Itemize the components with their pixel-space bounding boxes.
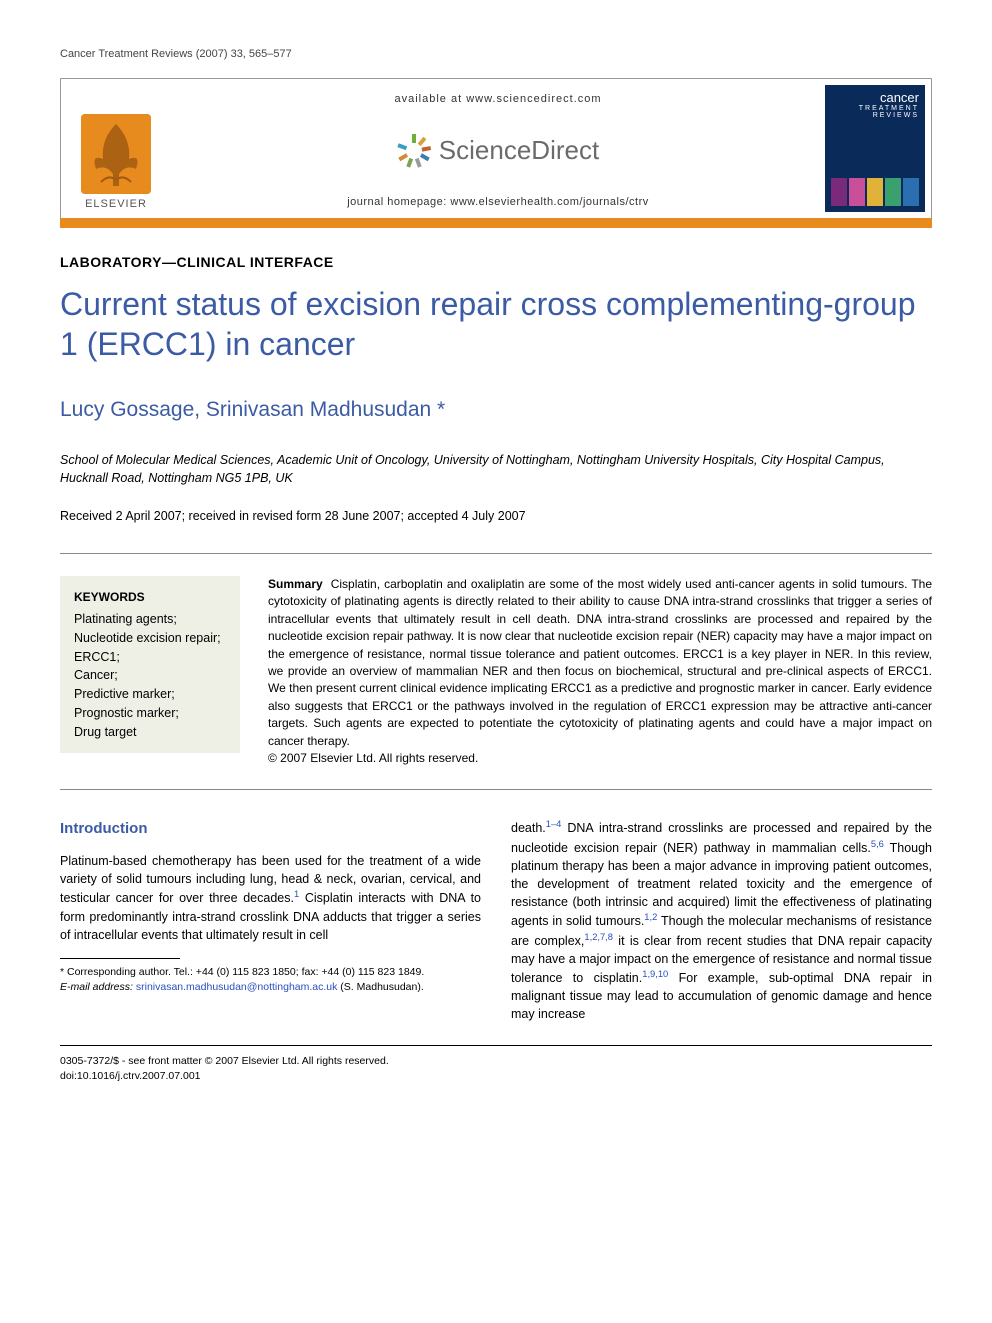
rule-above-abstract: [60, 553, 932, 554]
journal-cover-thumbnail: cancer TREATMENT REVIEWS: [825, 85, 925, 212]
affiliation: School of Molecular Medical Sciences, Ac…: [60, 452, 932, 487]
citation-ref: 1,9,10: [642, 969, 668, 979]
cover-strip-swatch: [903, 178, 919, 206]
elsevier-logo: ELSEVIER: [61, 79, 171, 218]
sciencedirect-logo: ScienceDirect: [397, 134, 599, 168]
author-email-link[interactable]: srinivasan.madhusudan@nottingham.ac.uk: [136, 981, 338, 993]
citation-ref: 5,6: [871, 839, 884, 849]
citation-ref: 1–4: [546, 819, 562, 829]
running-head: Cancer Treatment Reviews (2007) 33, 565–…: [60, 48, 932, 60]
section-label: LABORATORY—CLINICAL INTERFACE: [60, 254, 932, 270]
summary-body: Cisplatin, carboplatin and oxaliplatin a…: [268, 577, 932, 748]
summary-copyright: © 2007 Elsevier Ltd. All rights reserved…: [268, 751, 478, 765]
keyword-item: Prognostic marker;: [74, 704, 226, 723]
email-line: E-mail address: srinivasan.madhusudan@no…: [60, 980, 481, 995]
citation-ref: 1,2: [644, 912, 657, 922]
intro-paragraph-right: death.1–4 DNA intra-strand crosslinks ar…: [511, 818, 932, 1023]
introduction-heading: Introduction: [60, 818, 481, 840]
intro-text: death.: [511, 821, 546, 835]
email-label: E-mail address:: [60, 981, 136, 993]
masthead: ELSEVIER available at www.sciencedirect.…: [60, 78, 932, 218]
body-two-column: Introduction Platinum-based chemotherapy…: [60, 818, 932, 1023]
doi-line: doi:10.1016/j.ctrv.2007.07.001: [60, 1069, 932, 1084]
journal-homepage-url: www.elsevierhealth.com/journals/ctrv: [450, 196, 648, 208]
summary-block: SummaryCisplatin, carboplatin and oxalip…: [268, 576, 932, 767]
keyword-item: Platinating agents;: [74, 610, 226, 629]
article-title: Current status of excision repair cross …: [60, 284, 932, 364]
keywords-box: KEYWORDS Platinating agents;Nucleotide e…: [60, 576, 240, 753]
cover-title-line3: REVIEWS: [831, 112, 919, 119]
journal-homepage-line: journal homepage: www.elsevierhealth.com…: [347, 196, 649, 208]
sciencedirect-wordmark: ScienceDirect: [439, 135, 599, 166]
cover-strip-swatch: [885, 178, 901, 206]
author-list: Lucy Gossage, Srinivasan Madhusudan *: [60, 398, 932, 422]
keywords-list: Platinating agents;Nucleotide excision r…: [74, 610, 226, 741]
abstract-row: KEYWORDS Platinating agents;Nucleotide e…: [60, 576, 932, 767]
sciencedirect-burst-icon: [397, 134, 431, 168]
rule-below-abstract: [60, 789, 932, 790]
footnotes: * Corresponding author. Tel.: +44 (0) 11…: [60, 965, 481, 994]
bottom-rule: [60, 1045, 932, 1046]
orange-divider-bar: [60, 218, 932, 228]
citation-ref: 1,2,7,8: [584, 932, 613, 942]
cover-strip-swatch: [849, 178, 865, 206]
summary-heading: Summary: [268, 577, 323, 591]
email-tail: (S. Madhusudan).: [337, 981, 423, 993]
front-matter-line: 0305-7372/$ - see front matter © 2007 El…: [60, 1054, 932, 1069]
corresponding-author-note: * Corresponding author. Tel.: +44 (0) 11…: [60, 965, 481, 980]
cover-title-line1: cancer: [831, 91, 919, 105]
keywords-heading: KEYWORDS: [74, 588, 226, 606]
keyword-item: Cancer;: [74, 666, 226, 685]
intro-paragraph-left: Platinum-based chemotherapy has been use…: [60, 852, 481, 944]
cover-strip-swatch: [867, 178, 883, 206]
keyword-item: ERCC1;: [74, 648, 226, 667]
elsevier-tree-icon: [81, 114, 151, 194]
journal-homepage-label: journal homepage:: [347, 196, 450, 208]
cover-color-strip: [831, 178, 919, 206]
intro-text: DNA intra-strand crosslinks are processe…: [511, 821, 932, 854]
cover-strip-swatch: [831, 178, 847, 206]
available-at-line: available at www.sciencedirect.com: [394, 93, 601, 105]
keyword-item: Nucleotide excision repair;: [74, 629, 226, 648]
article-history: Received 2 April 2007; received in revis…: [60, 509, 932, 523]
publisher-name: ELSEVIER: [85, 198, 147, 210]
masthead-center: available at www.sciencedirect.com: [171, 79, 825, 218]
footnote-rule: [60, 958, 180, 959]
keyword-item: Drug target: [74, 723, 226, 742]
cover-title-line2: TREATMENT: [831, 105, 919, 112]
keyword-item: Predictive marker;: [74, 685, 226, 704]
